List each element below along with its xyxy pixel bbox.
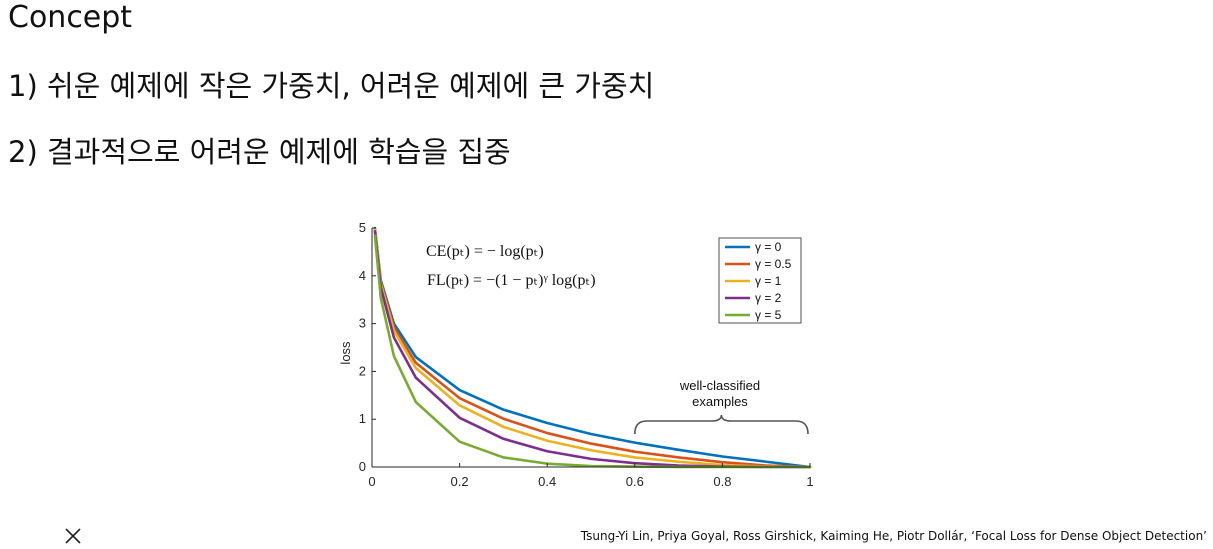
formula-fl: FL(pₜ) = −(1 − pₜ)ᵞ log(pₜ) (427, 272, 596, 289)
close-icon-glyph (65, 528, 81, 544)
legend-label: γ = 0.5 (755, 257, 792, 271)
slide-title: Concept (8, 0, 133, 35)
focal-loss-chart: 0 0.2 0.4 0.6 0.8 1 0 1 2 3 4 5 loss CE(pₜ) = − log… (330, 218, 830, 498)
annotation-brace (634, 414, 809, 435)
x-tick-label: 0.8 (713, 474, 731, 489)
chart-svg: 0 0.2 0.4 0.6 0.8 1 0 1 2 3 4 5 loss CE(pₜ) = − log… (338, 220, 814, 489)
x-tick-label: 1 (806, 474, 813, 489)
formula-ce: CE(pₜ) = − log(pₜ) (426, 243, 544, 260)
bullet-point-1: 1) 쉬운 예제에 작은 가중치, 어려운 예제에 큰 가중치 (8, 69, 655, 103)
legend-label: γ = 2 (755, 291, 782, 305)
annotation-line-2: examples (692, 394, 748, 409)
y-tick-label: 3 (359, 316, 366, 331)
y-tick-label: 2 (359, 363, 366, 378)
y-tick-label: 0 (359, 459, 366, 474)
bullet-point-2: 2) 결과적으로 어려운 예제에 학습을 집중 (8, 135, 511, 169)
legend-label: γ = 5 (755, 308, 782, 322)
y-tick-label: 5 (359, 220, 366, 235)
close-icon[interactable] (62, 525, 84, 547)
x-tick-label: 0.2 (451, 474, 469, 489)
annotation-line-1: well-classified (679, 378, 760, 393)
x-tick-label: 0 (368, 474, 375, 489)
citation: Tsung-Yi Lin, Priya Goyal, Ross Girshick… (580, 529, 1207, 543)
legend-label: γ = 0 (755, 240, 782, 254)
y-axis-label: loss (338, 341, 353, 365)
x-tick-label: 0.4 (538, 474, 556, 489)
legend: γ = 0 γ = 0.5 γ = 1 γ = 2 γ = 5 (718, 237, 802, 324)
x-tick-label: 0.6 (626, 474, 644, 489)
y-tick-label: 4 (359, 268, 366, 283)
legend-label: γ = 1 (755, 274, 782, 288)
y-tick-label: 1 (359, 411, 366, 426)
